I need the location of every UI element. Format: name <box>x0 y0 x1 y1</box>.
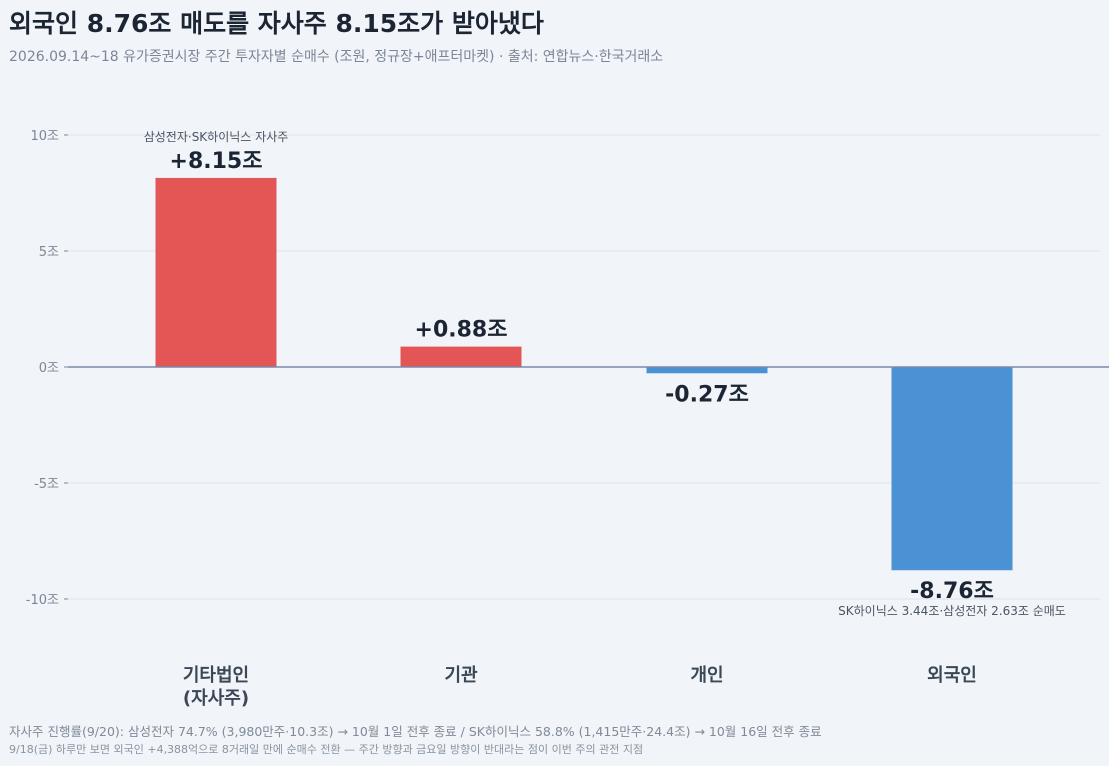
y-tick-label: -10조 <box>26 593 59 608</box>
chart-subtitle: 2026.09.14~18 유가증권시장 주간 투자자별 순매수 (조원, 정규… <box>9 49 664 65</box>
x-category-label: 개인 <box>690 665 723 686</box>
bar-value-label: -8.76조 <box>910 579 994 604</box>
y-tick-label: 0조 <box>39 361 59 376</box>
x-category-label: 기관 <box>444 665 478 686</box>
chart-title: 외국인 8.76조 매도를 자사주 8.15조가 받아냈다 <box>9 9 544 38</box>
bar-value-label: +0.88조 <box>415 318 508 343</box>
footnote-buyback-progress: 자사주 진행률(9/20): 삼성전자 74.7% (3,980만주·10.3조… <box>9 724 822 739</box>
y-tick-label: -5조 <box>34 477 59 492</box>
y-tick-label: 5조 <box>39 245 59 260</box>
bar-annotation: 삼성전자·SK하이닉스 자사주 <box>144 130 289 144</box>
bar-value-label: -0.27조 <box>665 382 749 407</box>
bar-annotation: SK하이닉스 3.44조·삼성전자 2.63조 순매도 <box>838 604 1066 618</box>
bar <box>400 346 522 367</box>
bar <box>155 177 277 367</box>
bar-value-label: +8.15조 <box>170 149 263 174</box>
bar <box>646 367 768 374</box>
x-category-label: 외국인 <box>927 665 977 686</box>
x-category-label: 기타법인 (자사주) <box>183 665 249 709</box>
bar <box>891 367 1013 571</box>
y-tick-label: 10조 <box>30 129 59 144</box>
footnote-friday-note: 9/18(금) 하루만 보면 외국인 +4,388억으로 8거래일 만에 순매수… <box>9 743 644 756</box>
